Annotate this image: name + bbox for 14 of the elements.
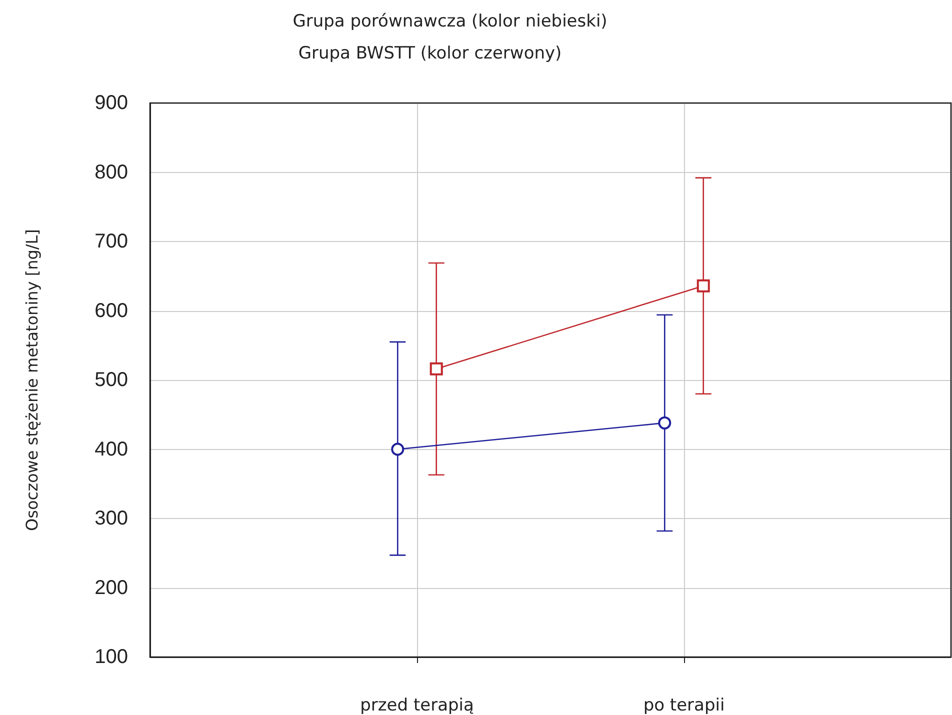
y-axis-title: Osoczowe stężenie metatoniny [ng/L] xyxy=(22,229,42,531)
y-tick-label: 300 xyxy=(94,508,128,530)
y-tick-label: 700 xyxy=(94,230,128,252)
y-tick-label: 500 xyxy=(94,369,128,391)
y-tick-label: 900 xyxy=(94,92,128,114)
y-tick-label: 800 xyxy=(94,161,128,184)
x-tick-label: po terapii xyxy=(643,696,725,715)
y-tick-label: 100 xyxy=(94,646,128,668)
x-tick-label: przed terapią xyxy=(360,696,474,715)
chart-subtitle: Grupa BWSTT (kolor czerwony) xyxy=(298,44,562,64)
y-tick-label: 400 xyxy=(94,438,128,460)
y-tick-label: 600 xyxy=(94,300,128,322)
y-tick-label: 200 xyxy=(94,576,128,599)
chart-title: Grupa porównawcza (kolor niebieski) xyxy=(292,12,608,32)
